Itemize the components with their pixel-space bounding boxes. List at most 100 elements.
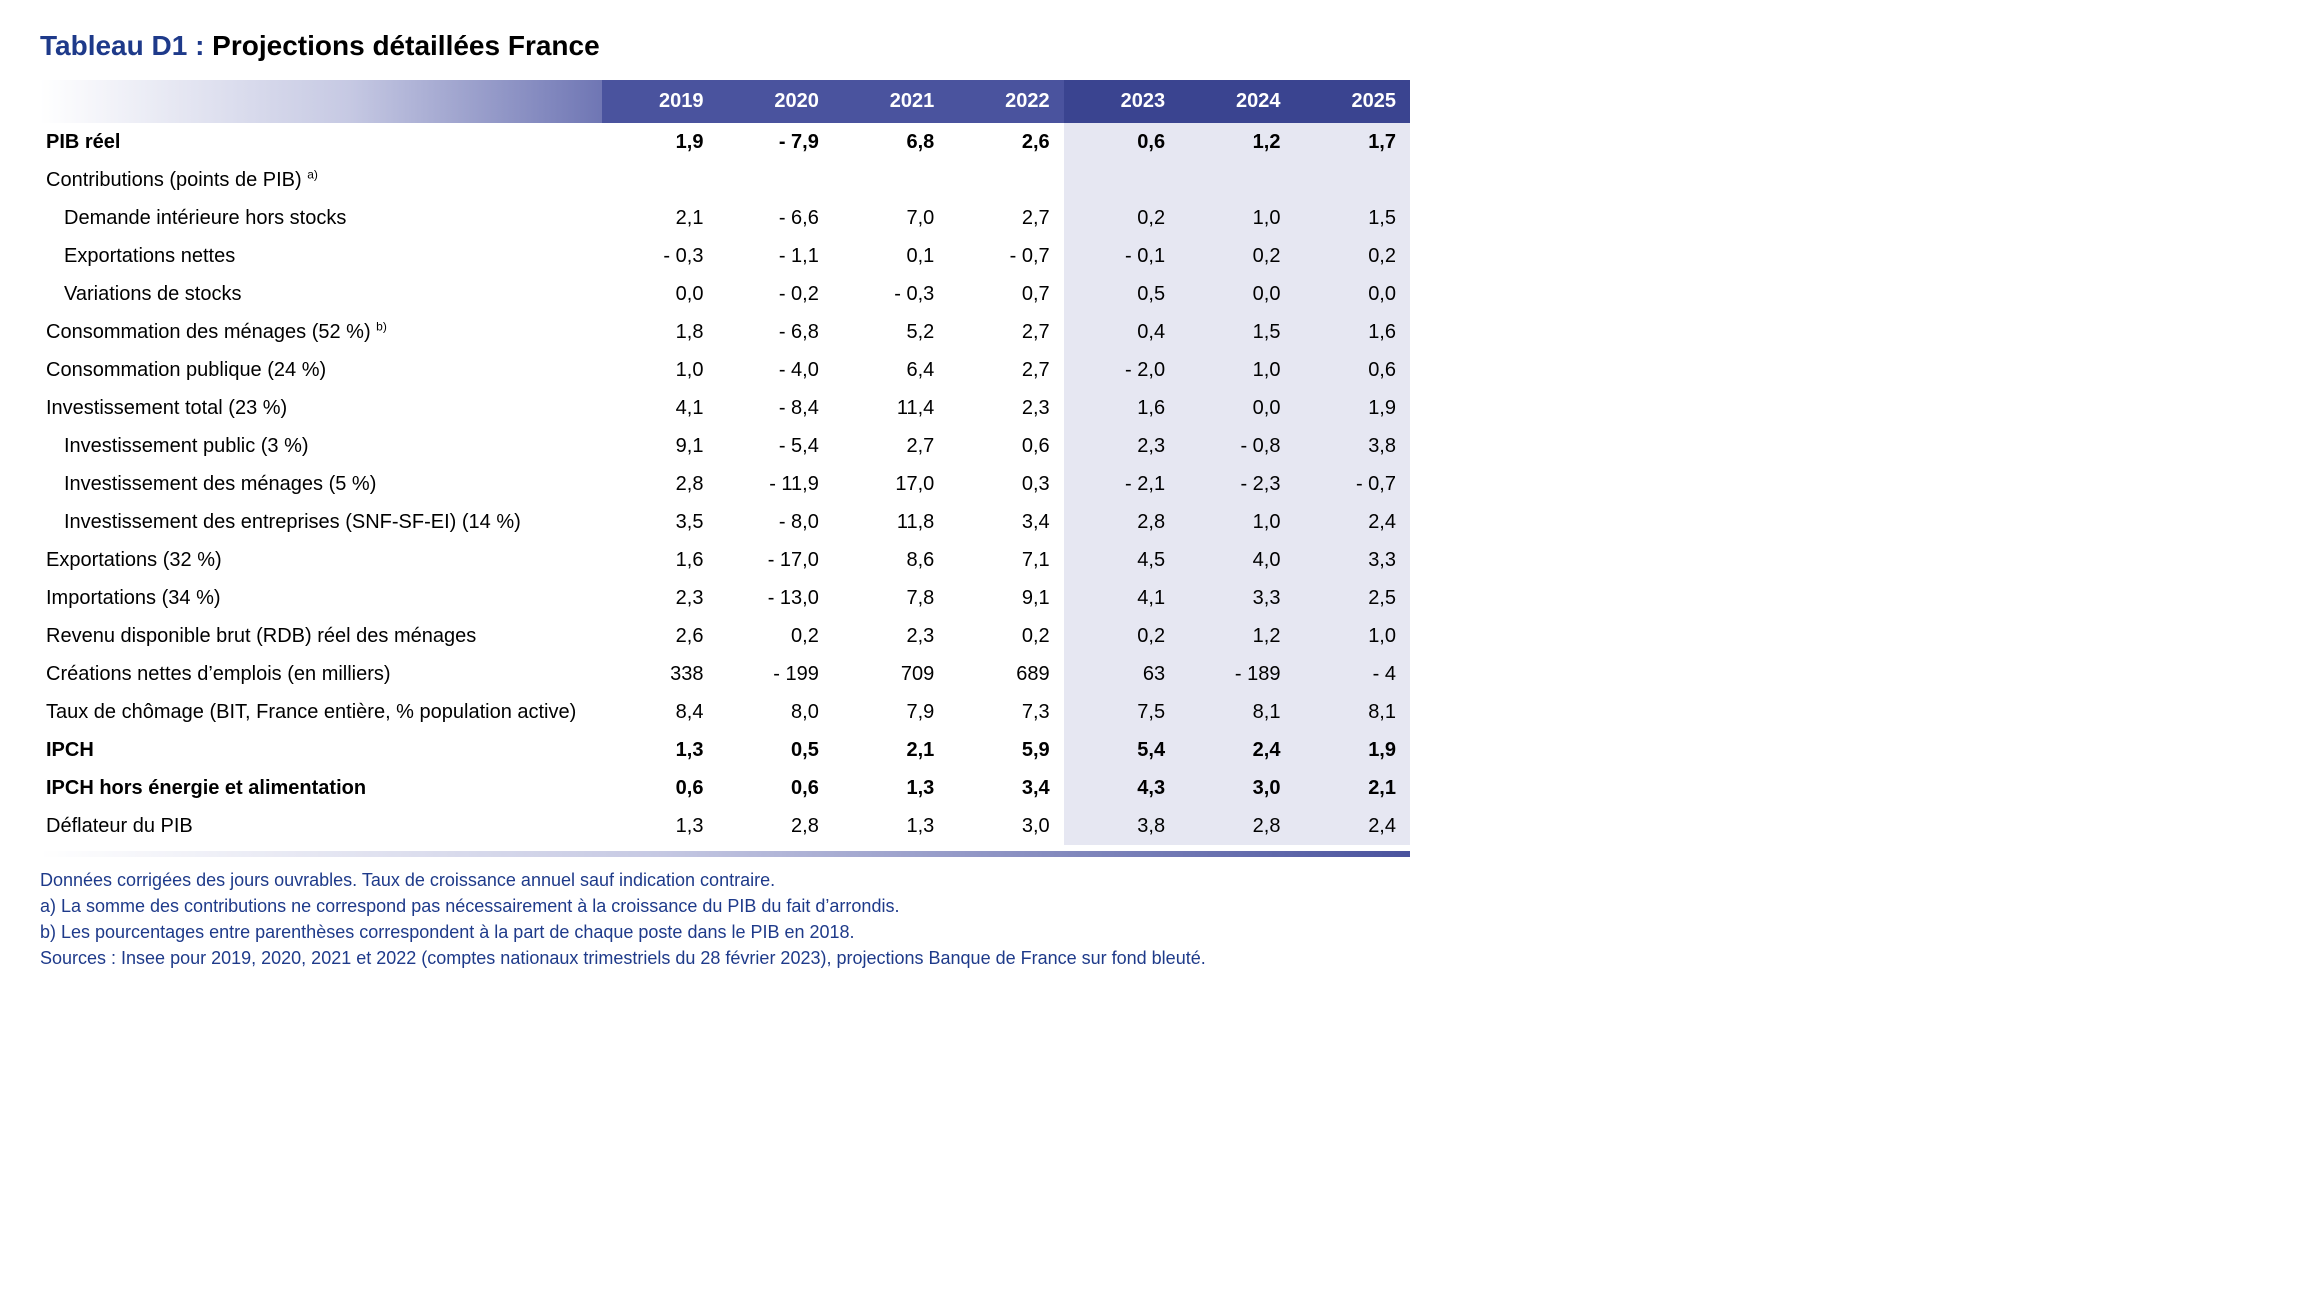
cell-value: - 5,4 — [717, 427, 832, 465]
cell-value: 0,0 — [1294, 275, 1410, 313]
cell-value: 2,7 — [833, 427, 948, 465]
cell-value: - 189 — [1179, 655, 1294, 693]
cell-value: 4,3 — [1064, 769, 1179, 807]
cell-value: 2,3 — [1064, 427, 1179, 465]
cell-value: 0,2 — [717, 617, 832, 655]
cell-value: 8,6 — [833, 541, 948, 579]
footnote-line: b) Les pourcentages entre parenthèses co… — [40, 919, 1410, 945]
cell-value — [717, 161, 832, 199]
cell-value — [1294, 161, 1410, 199]
cell-value: 2,4 — [1294, 503, 1410, 541]
row-label: Consommation publique (24 %) — [40, 351, 602, 389]
row-label: IPCH hors énergie et alimentation — [40, 769, 602, 807]
table-row: Investissement des entreprises (SNF-SF-E… — [40, 503, 1410, 541]
cell-value: 2,8 — [1064, 503, 1179, 541]
cell-value: 8,4 — [602, 693, 717, 731]
cell-value: - 2,3 — [1179, 465, 1294, 503]
cell-value: 0,0 — [1179, 275, 1294, 313]
cell-value: 4,5 — [1064, 541, 1179, 579]
row-label: Investissement des ménages (5 %) — [40, 465, 602, 503]
projections-table: 2019202020212022202320242025 PIB réel1,9… — [40, 80, 1410, 845]
cell-value: 1,0 — [1179, 351, 1294, 389]
row-label: Déflateur du PIB — [40, 807, 602, 845]
cell-value: 1,9 — [1294, 731, 1410, 769]
cell-value: 6,8 — [833, 123, 948, 161]
cell-value: 2,4 — [1179, 731, 1294, 769]
cell-value: - 13,0 — [717, 579, 832, 617]
cell-value: 1,3 — [602, 731, 717, 769]
cell-value: 0,2 — [1064, 617, 1179, 655]
table-row: Consommation des ménages (52 %) b)1,8- 6… — [40, 313, 1410, 351]
table-row: Revenu disponible brut (RDB) réel des mé… — [40, 617, 1410, 655]
table-row: Exportations (32 %)1,6- 17,08,67,14,54,0… — [40, 541, 1410, 579]
header-year: 2025 — [1294, 80, 1410, 123]
header-year: 2022 — [948, 80, 1063, 123]
cell-value: 0,0 — [602, 275, 717, 313]
cell-value: 9,1 — [602, 427, 717, 465]
cell-value: 1,0 — [1179, 503, 1294, 541]
cell-value: 0,2 — [1294, 237, 1410, 275]
header-year: 2020 — [717, 80, 832, 123]
cell-value: 5,9 — [948, 731, 1063, 769]
cell-value: 0,2 — [948, 617, 1063, 655]
header-year: 2024 — [1179, 80, 1294, 123]
cell-value: 1,0 — [602, 351, 717, 389]
cell-value: 3,4 — [948, 503, 1063, 541]
cell-value: 1,0 — [1294, 617, 1410, 655]
cell-value: 11,4 — [833, 389, 948, 427]
cell-value: 0,1 — [833, 237, 948, 275]
cell-value: 2,1 — [833, 731, 948, 769]
cell-value: 3,0 — [1179, 769, 1294, 807]
cell-value: 11,8 — [833, 503, 948, 541]
cell-value: 7,3 — [948, 693, 1063, 731]
cell-value: 3,0 — [948, 807, 1063, 845]
row-label: Demande intérieure hors stocks — [40, 199, 602, 237]
cell-value: 1,9 — [602, 123, 717, 161]
cell-value: 0,2 — [1064, 199, 1179, 237]
table-title: Tableau D1 : Projections détaillées Fran… — [40, 30, 1410, 62]
cell-value: 338 — [602, 655, 717, 693]
cell-value: - 11,9 — [717, 465, 832, 503]
cell-value: 1,7 — [1294, 123, 1410, 161]
cell-value — [602, 161, 717, 199]
cell-value: 689 — [948, 655, 1063, 693]
cell-value: 0,6 — [602, 769, 717, 807]
cell-value: - 0,8 — [1179, 427, 1294, 465]
cell-value: - 8,4 — [717, 389, 832, 427]
cell-value: 2,6 — [602, 617, 717, 655]
cell-value: 0,5 — [1064, 275, 1179, 313]
cell-value: 7,9 — [833, 693, 948, 731]
cell-value: 2,8 — [717, 807, 832, 845]
footer-separator — [40, 851, 1410, 857]
cell-value: 5,4 — [1064, 731, 1179, 769]
cell-value: - 0,3 — [833, 275, 948, 313]
cell-value: 0,7 — [948, 275, 1063, 313]
cell-value: 2,4 — [1294, 807, 1410, 845]
cell-value: - 0,2 — [717, 275, 832, 313]
table-row: Investissement total (23 %)4,1- 8,411,42… — [40, 389, 1410, 427]
cell-value: 9,1 — [948, 579, 1063, 617]
row-label: Investissement total (23 %) — [40, 389, 602, 427]
cell-value: 3,3 — [1179, 579, 1294, 617]
cell-value: 2,8 — [1179, 807, 1294, 845]
table-row: Consommation publique (24 %)1,0- 4,06,42… — [40, 351, 1410, 389]
table-row: Exportations nettes- 0,3- 1,10,1- 0,7- 0… — [40, 237, 1410, 275]
table-header: 2019202020212022202320242025 — [40, 80, 1410, 123]
cell-value: 7,1 — [948, 541, 1063, 579]
cell-value: 3,4 — [948, 769, 1063, 807]
table-body: PIB réel1,9- 7,96,82,60,61,21,7Contribut… — [40, 123, 1410, 845]
cell-value: 1,0 — [1179, 199, 1294, 237]
cell-value: - 2,0 — [1064, 351, 1179, 389]
table-row: IPCH1,30,52,15,95,42,41,9 — [40, 731, 1410, 769]
table-row: Investissement public (3 %)9,1- 5,42,70,… — [40, 427, 1410, 465]
cell-value: 0,6 — [717, 769, 832, 807]
cell-value: 8,1 — [1179, 693, 1294, 731]
cell-value: - 199 — [717, 655, 832, 693]
row-label: Contributions (points de PIB) a) — [40, 161, 602, 199]
cell-value: 4,1 — [1064, 579, 1179, 617]
cell-value: 709 — [833, 655, 948, 693]
cell-value: 17,0 — [833, 465, 948, 503]
cell-value: - 4 — [1294, 655, 1410, 693]
cell-value: 7,5 — [1064, 693, 1179, 731]
cell-value: - 6,8 — [717, 313, 832, 351]
